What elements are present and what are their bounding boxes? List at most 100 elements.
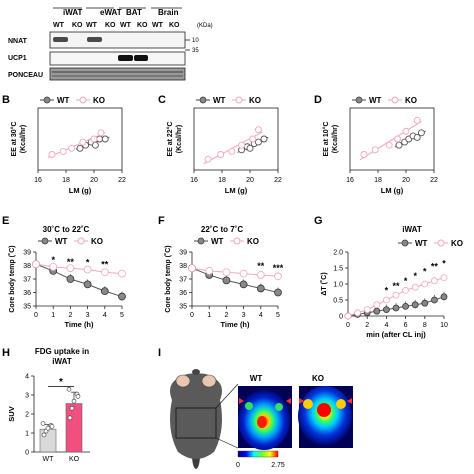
panel-label-g: G [314, 215, 323, 227]
marker-35: 35 [192, 48, 199, 54]
significance-mark: * [385, 286, 389, 296]
legend-marker-wt [401, 239, 409, 247]
x-tick-label: 18 [374, 177, 382, 184]
y-axis-label: Core body temp (˚C) [164, 245, 172, 312]
data-point-wt [382, 306, 390, 314]
x-tick-label: 0 [34, 312, 38, 319]
data-point-ko [228, 147, 236, 155]
legend-label-ko: KO [247, 237, 259, 246]
individual-point [75, 394, 81, 399]
plot-frame [37, 107, 123, 171]
x-tick-label: 3 [242, 312, 246, 319]
legend-marker-wt [355, 96, 363, 104]
data-point-ko [363, 306, 371, 314]
legend-marker-ko [391, 96, 399, 104]
significance-mark: * [404, 276, 408, 286]
y-tick-label: 38 [23, 263, 31, 270]
x-tick-label: WT [43, 456, 55, 463]
x-tick-label: 1 [207, 312, 211, 319]
x-tick-label: 2 [365, 322, 369, 329]
row-label-ponceau: PONCEAU [8, 72, 43, 79]
data-point-wt [66, 275, 75, 283]
data-point-wt [274, 288, 282, 297]
y-tick-label: 39 [23, 250, 31, 257]
data-point-wt [254, 138, 262, 146]
nnat-blot [49, 31, 186, 49]
significance-mark: * [59, 377, 63, 388]
data-point-wt [96, 135, 104, 143]
y-tick-label: 2 [25, 412, 29, 419]
ucp1-blot [49, 51, 186, 66]
pet-image-wt [238, 386, 292, 450]
scatter-chart-d: 16 18 20 22 LM (g) EE at 10°C (Kcal/hr) WT KO [322, 96, 438, 195]
y-tick-label: 35 [23, 304, 31, 311]
scatter-chart-c: 16 18 20 22 LM (g) EE at 22°C (Kcal/hr) WT KO [166, 96, 282, 195]
arrowhead-icon [347, 398, 352, 404]
data-point-wt [440, 293, 448, 301]
data-point-wt [222, 276, 231, 285]
panel-label-f: F [158, 215, 165, 227]
y-tick-label: 38 [179, 263, 187, 270]
x-axis-label: Time (h) [220, 320, 250, 329]
y-tick-label: 0 [25, 450, 29, 457]
tissue-header-brain: Brain [158, 8, 179, 17]
data-point-wt [417, 129, 425, 137]
bar-ko [65, 403, 83, 453]
legend-label-wt: WT [415, 239, 428, 248]
x-tick-label: 18 [218, 177, 226, 184]
significance-mark: ** [392, 281, 400, 291]
x-tick-label: 4 [259, 312, 263, 319]
data-point-wt [91, 141, 99, 149]
tissue-header-iwat: iWAT [63, 8, 83, 17]
data-point-ko [222, 268, 231, 277]
significance-mark: * [423, 266, 427, 276]
individual-point [41, 432, 47, 438]
legend-marker-ko [437, 239, 445, 247]
data-point-wt [413, 133, 421, 141]
legend-marker-ko [235, 96, 243, 104]
x-axis-label: LM (g) [69, 186, 92, 195]
data-point-wt [421, 299, 429, 307]
x-tick-label: 2 [224, 312, 228, 319]
legend-marker-ko [233, 237, 241, 245]
y-axis-label: EE at 22°C [166, 121, 174, 156]
data-point-ko [371, 146, 379, 154]
data-point-ko [217, 151, 225, 158]
panel-i: WT KO 0 2.75 [170, 369, 353, 469]
individual-point [49, 424, 55, 429]
x-axis-label: min (after CL inj) [366, 330, 426, 339]
blot-band [118, 55, 133, 61]
y-axis-label: Core body temp (˚C) [8, 245, 16, 312]
y-tick-label: 1.0 [333, 282, 343, 289]
x-tick-label: 5 [276, 312, 280, 319]
data-point-ko [118, 269, 126, 278]
x-tick-label: 18 [62, 177, 70, 184]
genotype-label: WT [53, 22, 65, 29]
scatter-chart-b: 16 18 20 22 LM (g) EE at 30°C (Kcal/hr) WT KO [10, 96, 126, 195]
legend-label-wt: WT [57, 96, 70, 105]
y-tick-label: 0.5 [333, 298, 343, 305]
data-point-ko [238, 141, 246, 149]
legend-marker-wt [43, 96, 51, 104]
significance-mark: *** [273, 263, 284, 273]
data-point-ko [274, 272, 282, 281]
data-point-wt [101, 135, 109, 143]
chart-title: 22˚C to 7˚C [201, 225, 243, 234]
y-tick-label: 35 [179, 304, 187, 311]
data-point-wt [395, 141, 403, 149]
significance-mark: * [51, 255, 55, 265]
y-axis-unit: (Kcal/hr) [176, 125, 183, 153]
x-tick-label: KO [69, 456, 80, 463]
trendline-ko [359, 120, 422, 161]
data-point-ko [421, 280, 429, 288]
blot-band [53, 37, 68, 42]
data-point-ko [392, 291, 400, 299]
data-point-ko [66, 264, 75, 273]
y-axis-label: SUV [7, 406, 16, 421]
x-tick-label: 5 [120, 312, 124, 319]
data-point-ko [204, 155, 212, 163]
row-label-nnat: NNAT [8, 38, 28, 45]
blot-band [87, 37, 102, 42]
data-point-ko [68, 144, 76, 152]
